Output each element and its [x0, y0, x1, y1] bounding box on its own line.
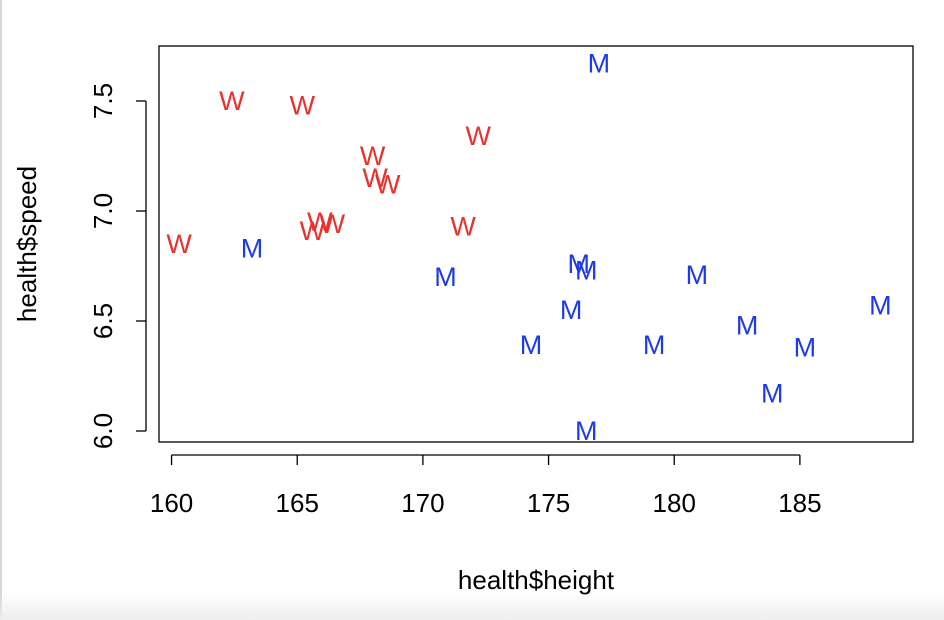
bottom-shadow: [0, 592, 944, 620]
point-w: W: [375, 170, 401, 200]
y-tick-label: 6.0: [88, 413, 118, 449]
point-w: W: [465, 121, 491, 151]
y-tick-label: 6.5: [88, 303, 118, 339]
point-m: M: [736, 310, 759, 340]
point-m: M: [794, 332, 817, 362]
point-w: W: [307, 207, 333, 237]
y-axis: 6.0 6.5 7.0 7.5: [88, 83, 147, 449]
point-w: W: [166, 229, 192, 259]
x-axis: 160 165 170 175 180 185: [150, 454, 822, 518]
point-m: M: [575, 416, 598, 446]
point-m: M: [241, 233, 264, 263]
x-tick-label: 170: [401, 488, 444, 518]
x-tick-label: 180: [653, 488, 696, 518]
point-w: W: [362, 163, 388, 193]
point-m: M: [560, 295, 583, 325]
point-m: M: [575, 255, 598, 285]
plot-frame: [158, 45, 914, 443]
x-tick-label: 160: [150, 488, 193, 518]
point-w: W: [290, 90, 316, 120]
point-w: W: [450, 211, 476, 241]
y-axis-title: health$speed: [12, 166, 42, 322]
point-w: W: [360, 141, 386, 171]
point-m: M: [643, 330, 666, 360]
point-m: M: [434, 262, 457, 292]
point-m: M: [761, 379, 784, 409]
window-left-edge: [0, 0, 2, 620]
point-w: W: [219, 86, 245, 116]
y-tick-label: 7.0: [88, 193, 118, 229]
point-m: M: [567, 249, 590, 279]
point-m: M: [869, 291, 892, 321]
point-m: M: [588, 49, 611, 79]
x-tick-label: 185: [778, 488, 821, 518]
point-w: W: [300, 216, 326, 246]
y-tick-label: 7.5: [88, 83, 118, 119]
x-axis-title: health$height: [458, 565, 615, 595]
point-m: M: [686, 260, 709, 290]
x-tick-label: 175: [527, 488, 570, 518]
point-m: M: [520, 330, 543, 360]
x-tick-label: 165: [276, 488, 319, 518]
point-w: W: [320, 209, 346, 239]
